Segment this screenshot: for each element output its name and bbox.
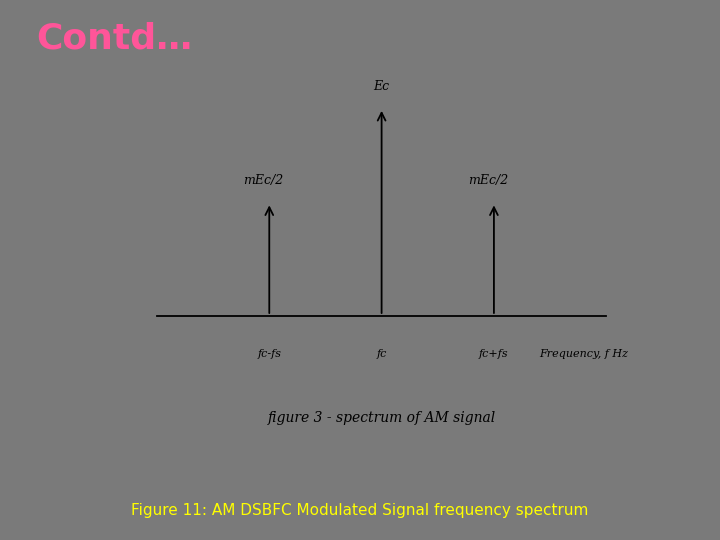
Text: figure 3 - spectrum of AM signal: figure 3 - spectrum of AM signal: [267, 411, 496, 425]
Text: Figure 11: AM DSBFC Modulated Signal frequency spectrum: Figure 11: AM DSBFC Modulated Signal fre…: [131, 503, 589, 518]
Text: fc+fs: fc+fs: [479, 349, 509, 359]
Text: Ec: Ec: [374, 80, 390, 93]
Text: Frequency, f Hz: Frequency, f Hz: [539, 349, 629, 359]
Text: mEc/2: mEc/2: [468, 174, 508, 187]
Text: mEc/2: mEc/2: [243, 174, 284, 187]
Text: fc-fs: fc-fs: [257, 349, 282, 359]
Text: Contd…: Contd…: [36, 22, 192, 56]
Text: fc: fc: [377, 349, 387, 359]
